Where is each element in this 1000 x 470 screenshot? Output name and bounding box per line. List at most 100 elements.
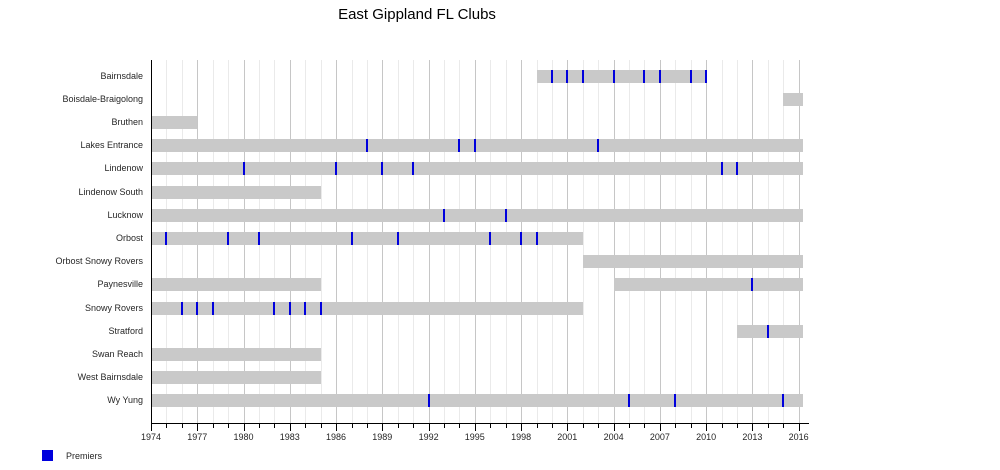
x-axis-minor-tick xyxy=(505,424,507,428)
club-bar xyxy=(151,185,321,199)
x-axis-major-tick xyxy=(659,424,661,431)
premier-mark xyxy=(597,139,600,153)
x-axis-minor-tick xyxy=(413,424,415,428)
x-axis-minor-tick xyxy=(305,424,307,428)
gridline-minor xyxy=(598,60,600,423)
premier-mark xyxy=(381,162,384,176)
club-label: Lucknow xyxy=(107,209,143,220)
x-axis-major-tick xyxy=(243,424,245,431)
x-axis-line xyxy=(151,423,809,424)
x-axis-major-tick xyxy=(197,424,199,431)
premier-mark xyxy=(227,231,230,245)
premier-mark xyxy=(257,231,260,245)
x-axis-minor-tick xyxy=(366,424,368,428)
club-bar xyxy=(536,69,707,83)
x-axis-tick-label: 2001 xyxy=(557,432,578,442)
premier-mark xyxy=(751,278,754,292)
premier-mark xyxy=(504,208,507,222)
premier-mark xyxy=(566,69,569,83)
gridline-major xyxy=(798,60,800,423)
x-axis-tick-label: 1989 xyxy=(372,432,393,442)
premier-mark xyxy=(196,301,199,315)
x-axis-tick-label: 1980 xyxy=(233,432,254,442)
premier-mark xyxy=(288,301,291,315)
x-axis-minor-tick xyxy=(212,424,214,428)
premier-mark xyxy=(736,162,738,176)
club-bar xyxy=(151,115,198,129)
premier-mark xyxy=(520,231,523,245)
premier-mark xyxy=(427,394,430,408)
club-bar xyxy=(151,208,803,222)
premier-mark xyxy=(766,324,769,338)
legend: Premiers xyxy=(42,450,102,461)
gridline-minor xyxy=(675,60,677,423)
x-axis-tick-label: 2016 xyxy=(788,432,809,442)
premier-mark xyxy=(443,208,445,222)
premier-mark xyxy=(782,394,785,408)
x-axis-minor-tick xyxy=(582,424,584,428)
premier-mark xyxy=(273,301,276,315)
club-label: Stratford xyxy=(108,325,143,336)
gridline-minor xyxy=(690,60,692,423)
club-label: Lakes Entrance xyxy=(80,140,143,151)
gridline-minor xyxy=(644,60,646,423)
premier-mark xyxy=(720,162,723,176)
club-label: Snowy Rovers xyxy=(84,302,143,313)
x-axis-major-tick xyxy=(428,424,430,431)
premier-mark xyxy=(473,139,476,153)
club-bar xyxy=(151,371,321,385)
y-axis-line xyxy=(151,60,152,423)
club-bar xyxy=(151,231,583,245)
premier-mark xyxy=(304,301,307,315)
x-axis-major-tick xyxy=(521,424,523,431)
gridline-minor xyxy=(783,60,785,423)
x-axis-tick-label: 2013 xyxy=(742,432,763,442)
chart-title: East Gippland FL Clubs xyxy=(338,6,496,23)
x-axis-minor-tick xyxy=(536,424,538,428)
club-bar xyxy=(582,255,803,269)
x-axis-minor-tick xyxy=(737,424,738,428)
club-bar xyxy=(151,301,583,315)
x-axis-minor-tick xyxy=(675,424,677,428)
club-label: Lindenow xyxy=(104,163,143,174)
premier-mark xyxy=(628,394,630,408)
premier-mark xyxy=(165,231,168,245)
x-axis-minor-tick xyxy=(444,424,445,428)
x-axis-minor-tick xyxy=(629,424,630,428)
gridline-minor xyxy=(721,60,723,423)
club-label: Wy Yung xyxy=(107,395,143,406)
premier-mark xyxy=(412,162,415,176)
gridline-major xyxy=(706,60,708,423)
premier-mark xyxy=(211,301,214,315)
premier-mark xyxy=(180,301,183,315)
x-axis-minor-tick xyxy=(783,424,785,428)
x-axis-tick-label: 1977 xyxy=(187,432,208,442)
club-bar xyxy=(151,278,321,292)
x-axis-major-tick xyxy=(289,424,291,431)
x-axis-minor-tick xyxy=(397,424,399,428)
club-label: Lindenow South xyxy=(78,186,143,197)
x-axis-minor-tick xyxy=(644,424,646,428)
x-axis-minor-tick xyxy=(166,424,168,428)
gridline-major xyxy=(659,60,661,423)
x-axis-major-tick xyxy=(706,424,708,431)
x-axis-minor-tick xyxy=(767,424,769,428)
premier-mark xyxy=(581,69,584,83)
club-label: Bairnsdale xyxy=(100,70,143,81)
x-axis-tick-label: 1983 xyxy=(279,432,300,442)
club-bar xyxy=(151,139,803,153)
premier-mark xyxy=(535,231,538,245)
x-axis-tick-label: 1986 xyxy=(325,432,347,442)
premier-mark xyxy=(643,69,646,83)
x-axis-tick-label: 1992 xyxy=(418,432,439,442)
x-axis-major-tick xyxy=(336,424,337,431)
club-label: Paynesville xyxy=(97,279,143,290)
x-axis-major-tick xyxy=(382,424,384,431)
x-axis-minor-tick xyxy=(274,424,276,428)
gridline-minor xyxy=(767,60,769,423)
x-axis-minor-tick xyxy=(598,424,600,428)
x-axis-major-tick xyxy=(752,424,754,431)
premier-mark xyxy=(658,69,661,83)
premier-mark xyxy=(335,162,337,176)
